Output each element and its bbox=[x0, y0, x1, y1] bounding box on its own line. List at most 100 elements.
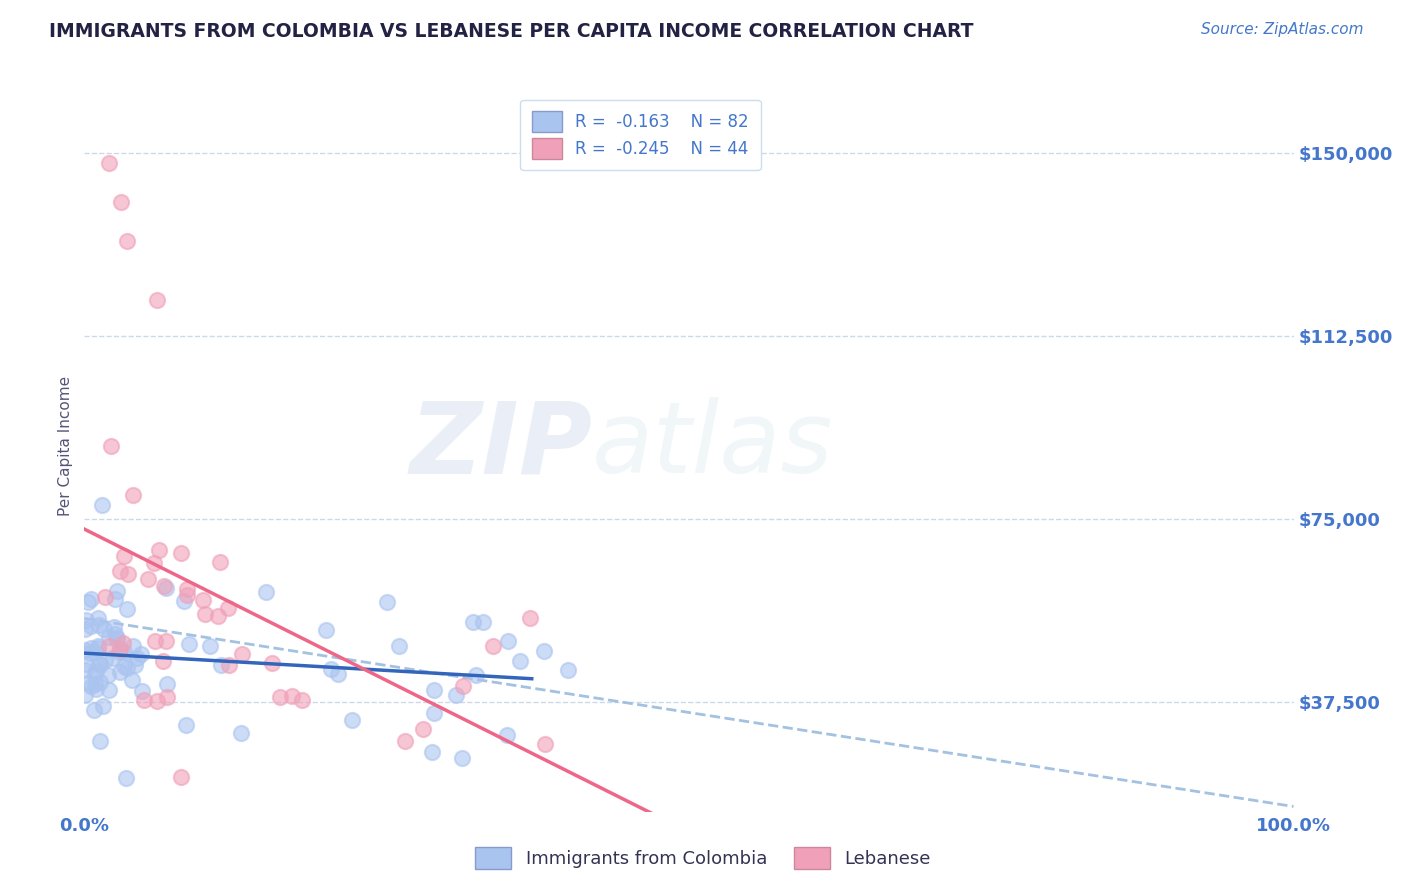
Point bbox=[87, 641, 110, 656]
Point bbox=[80, 619, 103, 633]
Point bbox=[131, 647, 153, 661]
Point bbox=[75, 663, 97, 677]
Point bbox=[209, 658, 232, 673]
Point bbox=[87, 639, 110, 653]
Point bbox=[75, 657, 97, 671]
Point bbox=[98, 639, 121, 653]
Point bbox=[176, 582, 198, 596]
Point bbox=[170, 770, 193, 784]
Point bbox=[191, 593, 214, 607]
Point bbox=[143, 634, 166, 648]
Point bbox=[89, 657, 111, 671]
Point bbox=[315, 623, 337, 637]
Point bbox=[80, 592, 103, 607]
Point bbox=[75, 622, 97, 636]
Text: Source: ZipAtlas.com: Source: ZipAtlas.com bbox=[1201, 22, 1364, 37]
Point bbox=[134, 693, 156, 707]
Point bbox=[208, 555, 231, 569]
Point bbox=[143, 556, 166, 570]
Point bbox=[394, 734, 416, 748]
Point bbox=[388, 639, 411, 653]
Point bbox=[112, 645, 135, 659]
Point bbox=[121, 673, 143, 688]
Text: IMMIGRANTS FROM COLOMBIA VS LEBANESE PER CAPITA INCOME CORRELATION CHART: IMMIGRANTS FROM COLOMBIA VS LEBANESE PER… bbox=[49, 22, 974, 41]
Point bbox=[84, 681, 107, 696]
Point bbox=[194, 607, 217, 622]
Point bbox=[114, 549, 136, 563]
Point bbox=[115, 771, 138, 785]
Point bbox=[89, 733, 111, 747]
Point bbox=[80, 641, 103, 656]
Point bbox=[75, 689, 97, 703]
Point bbox=[496, 634, 519, 648]
Point bbox=[254, 585, 277, 599]
Point bbox=[173, 593, 195, 607]
Point bbox=[375, 595, 398, 609]
Point bbox=[89, 657, 111, 672]
Point bbox=[463, 615, 485, 630]
Point bbox=[91, 698, 114, 713]
Point bbox=[124, 658, 146, 673]
Point bbox=[156, 690, 179, 705]
Point bbox=[444, 689, 467, 703]
Point bbox=[262, 656, 284, 670]
Point bbox=[420, 745, 443, 759]
Point bbox=[112, 636, 135, 650]
Point bbox=[103, 620, 125, 634]
Point bbox=[105, 632, 128, 647]
Point bbox=[93, 622, 115, 636]
Point bbox=[229, 726, 252, 740]
Point bbox=[77, 676, 100, 690]
Point bbox=[218, 658, 240, 673]
Point bbox=[269, 690, 291, 704]
Point bbox=[472, 615, 495, 629]
Point bbox=[155, 633, 177, 648]
Point bbox=[136, 572, 159, 586]
Point bbox=[496, 728, 519, 742]
Point bbox=[198, 639, 221, 653]
Point bbox=[326, 666, 349, 681]
Point bbox=[319, 662, 342, 676]
Point bbox=[110, 642, 132, 657]
Point bbox=[89, 675, 111, 690]
Y-axis label: Per Capita Income: Per Capita Income bbox=[58, 376, 73, 516]
Point bbox=[281, 689, 304, 703]
Point bbox=[79, 647, 101, 661]
Point bbox=[105, 631, 128, 645]
Point bbox=[110, 195, 132, 210]
Point bbox=[146, 293, 169, 307]
Point bbox=[97, 156, 120, 170]
Text: ZIP: ZIP bbox=[409, 398, 592, 494]
Point bbox=[412, 722, 434, 736]
Point bbox=[117, 566, 139, 581]
Point bbox=[76, 595, 98, 609]
Point bbox=[451, 751, 474, 765]
Point bbox=[121, 488, 143, 502]
Point bbox=[86, 610, 108, 624]
Point bbox=[509, 654, 531, 668]
Point bbox=[131, 683, 153, 698]
Point bbox=[464, 667, 486, 681]
Text: atlas: atlas bbox=[592, 398, 834, 494]
Point bbox=[108, 645, 131, 659]
Point bbox=[80, 679, 103, 693]
Point bbox=[519, 611, 541, 625]
Point bbox=[207, 608, 229, 623]
Point bbox=[176, 718, 198, 732]
Point bbox=[423, 706, 446, 721]
Point bbox=[340, 713, 363, 727]
Point bbox=[115, 661, 138, 675]
Point bbox=[108, 665, 131, 679]
Point bbox=[115, 602, 138, 616]
Point bbox=[155, 582, 177, 596]
Point bbox=[100, 439, 122, 453]
Point bbox=[423, 682, 446, 697]
Point bbox=[231, 647, 253, 661]
Point bbox=[107, 583, 129, 598]
Point bbox=[451, 679, 474, 693]
Point bbox=[97, 683, 120, 698]
Point bbox=[121, 640, 143, 654]
Point bbox=[291, 692, 314, 706]
Point bbox=[104, 592, 127, 607]
Point bbox=[94, 591, 117, 605]
